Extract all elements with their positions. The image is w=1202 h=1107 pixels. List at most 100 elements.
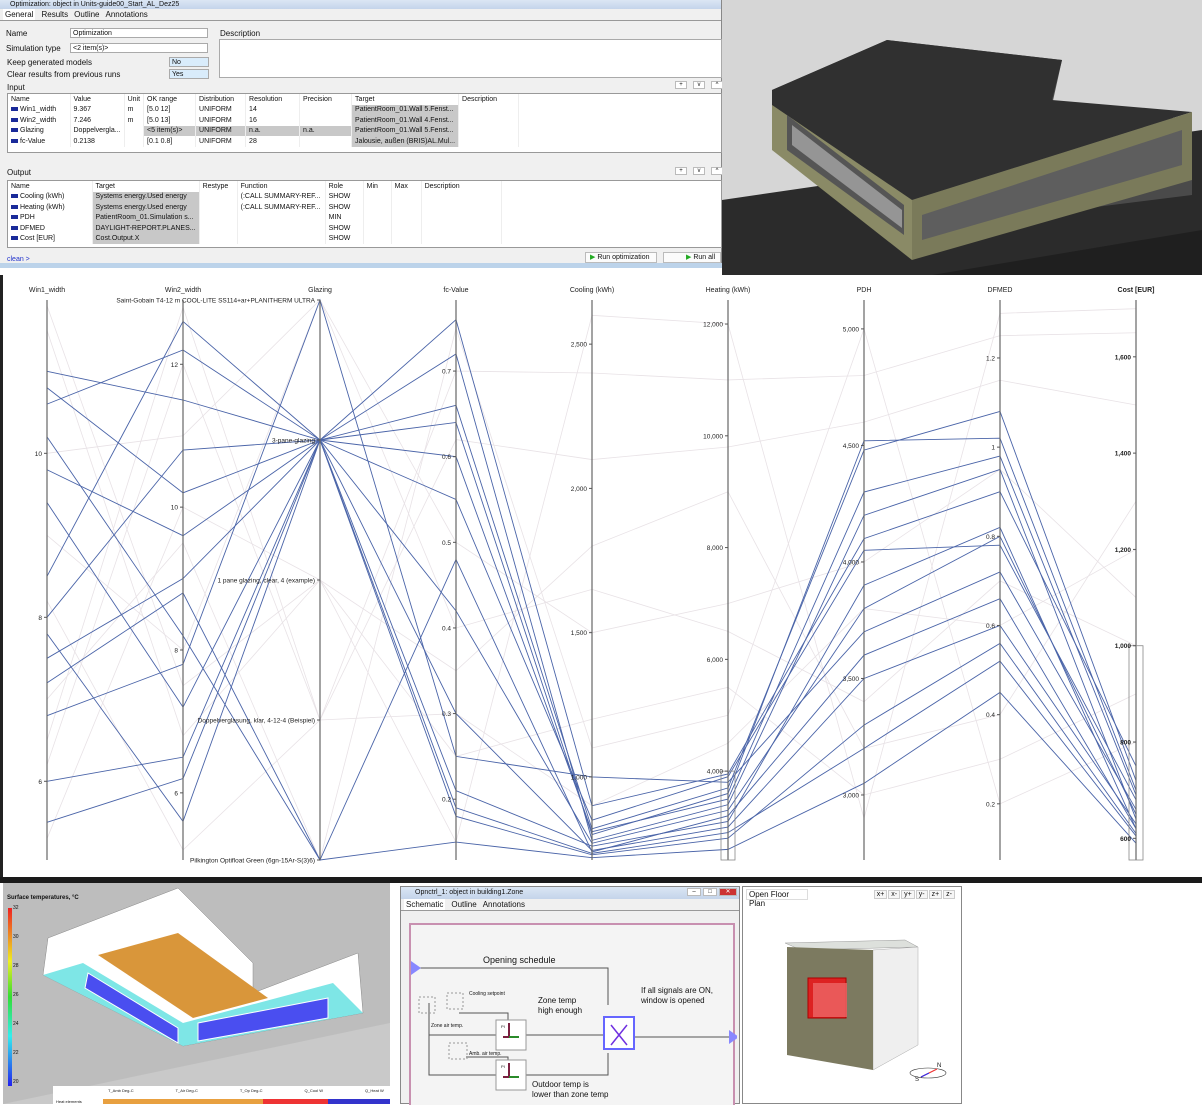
- table-cell[interactable]: (:CALL SUMMARY-REF...: [237, 202, 326, 213]
- parallel-coordinates-chart[interactable]: Win1_width 6 8 10 Win2_width 6 8 10 12 Glazing Pil…: [0, 275, 1202, 877]
- table-cell[interactable]: [237, 223, 326, 234]
- column-header[interactable]: Resolution: [245, 94, 301, 105]
- table-cell[interactable]: fc-Value: [8, 136, 71, 147]
- table-row[interactable]: Cost [EUR] Cost.Output.X SHOW: [8, 233, 502, 244]
- table-cell[interactable]: SHOW: [325, 191, 364, 202]
- table-cell[interactable]: 14: [245, 104, 301, 115]
- table-cell[interactable]: [299, 136, 353, 147]
- column-header[interactable]: Distribution: [195, 94, 247, 105]
- table-cell[interactable]: Cooling (kWh): [8, 191, 93, 202]
- table-cell[interactable]: [299, 115, 353, 126]
- table-cell[interactable]: 9.367: [70, 104, 125, 115]
- view-yplus-button[interactable]: y+: [901, 890, 915, 899]
- table-cell[interactable]: [458, 115, 520, 126]
- close-button[interactable]: ✕: [719, 888, 737, 896]
- move-down-input-button[interactable]: v: [693, 81, 705, 89]
- table-cell[interactable]: [199, 202, 238, 213]
- table-cell[interactable]: SHOW: [325, 202, 364, 213]
- table-cell[interactable]: [124, 136, 145, 147]
- maximize-button[interactable]: □: [703, 888, 717, 896]
- view-xminus-button[interactable]: x-: [888, 890, 901, 899]
- table-cell[interactable]: [199, 223, 238, 234]
- column-header[interactable]: Function: [237, 181, 326, 192]
- table-cell[interactable]: [363, 233, 392, 244]
- view-yminus-button[interactable]: y-: [915, 890, 928, 899]
- table-cell[interactable]: [458, 125, 520, 136]
- table-cell[interactable]: m: [124, 115, 145, 126]
- table-cell[interactable]: [237, 233, 326, 244]
- column-header[interactable]: Name: [8, 181, 93, 192]
- simtype-select[interactable]: <2 item(s)>: [70, 43, 208, 53]
- table-cell[interactable]: [421, 212, 502, 223]
- table-cell[interactable]: DAYLIGHT-REPORT.PLANES...: [92, 223, 200, 234]
- table-cell[interactable]: m: [124, 104, 145, 115]
- table-cell[interactable]: [391, 191, 422, 202]
- table-cell[interactable]: 28: [245, 136, 301, 147]
- column-header[interactable]: Description: [421, 181, 502, 192]
- add-input-button[interactable]: +: [675, 81, 687, 89]
- table-cell[interactable]: [199, 191, 238, 202]
- table-cell[interactable]: [5.0 12]: [143, 104, 197, 115]
- table-cell[interactable]: PatientRoom_01.Simulation s...: [92, 212, 200, 223]
- table-cell[interactable]: <5 item(s)>: [143, 125, 197, 136]
- table-cell[interactable]: UNIFORM: [195, 125, 247, 136]
- table-cell[interactable]: (:CALL SUMMARY-REF...: [237, 191, 326, 202]
- table-cell[interactable]: 0.2138: [70, 136, 125, 147]
- clean-link[interactable]: clean >: [7, 256, 30, 263]
- table-cell[interactable]: 16: [245, 115, 301, 126]
- table-cell[interactable]: [363, 212, 392, 223]
- results-column-header[interactable]: Q_Heat W: [365, 1088, 384, 1093]
- view-zminus-button[interactable]: z-: [943, 890, 955, 899]
- table-cell[interactable]: Glazing: [8, 125, 71, 136]
- table-cell[interactable]: [421, 191, 502, 202]
- table-cell[interactable]: [458, 104, 520, 115]
- table-cell[interactable]: Heating (kWh): [8, 202, 93, 213]
- table-cell[interactable]: Jalousie, außen (BRIS)AL.Mul...: [351, 136, 460, 147]
- table-cell[interactable]: [391, 233, 422, 244]
- table-cell[interactable]: Doppelvergla...: [70, 125, 125, 136]
- results-column-header[interactable]: T_Air Deg-C: [175, 1088, 198, 1093]
- table-cell[interactable]: Systems energy.Used energy: [92, 202, 200, 213]
- tab-annotations[interactable]: Annotations: [482, 900, 525, 909]
- table-cell[interactable]: UNIFORM: [195, 115, 247, 126]
- table-cell[interactable]: [124, 125, 145, 136]
- column-header[interactable]: Value: [70, 94, 125, 105]
- results-column-header[interactable]: T_Amb Deg-C: [108, 1088, 134, 1093]
- table-cell[interactable]: [391, 223, 422, 234]
- table-cell[interactable]: PDH: [8, 212, 93, 223]
- tab-outline[interactable]: Outline: [74, 10, 100, 19]
- table-cell[interactable]: [421, 223, 502, 234]
- tab-results[interactable]: Results: [41, 10, 69, 19]
- table-row[interactable]: Win1_width 9.367 m [5.0 12] UNIFORM 14 Patient…: [8, 104, 520, 115]
- table-cell[interactable]: Cost.Output.X: [92, 233, 200, 244]
- table-cell[interactable]: Win1_width: [8, 104, 71, 115]
- table-cell[interactable]: Cost [EUR]: [8, 233, 93, 244]
- column-header[interactable]: Min: [363, 181, 392, 192]
- table-cell[interactable]: n.a.: [245, 125, 301, 136]
- results-column-header[interactable]: T_Op Deg-C: [239, 1088, 263, 1093]
- parallel-coordinates-svg[interactable]: Win1_width 6 8 10 Win2_width 6 8 10 12 Glazing Pil…: [3, 275, 1202, 877]
- table-cell[interactable]: [391, 212, 422, 223]
- view-zplus-button[interactable]: z+: [928, 890, 943, 899]
- run-optimization-button[interactable]: ▶ Run optimization: [585, 252, 657, 263]
- add-output-button[interactable]: +: [675, 167, 687, 175]
- table-cell[interactable]: UNIFORM: [195, 104, 247, 115]
- column-header[interactable]: Description: [458, 94, 520, 105]
- table-cell[interactable]: Systems energy.Used energy: [92, 191, 200, 202]
- table-cell[interactable]: DFMED: [8, 223, 93, 234]
- minimize-button[interactable]: –: [687, 888, 701, 896]
- column-header[interactable]: Target: [92, 181, 200, 192]
- table-cell[interactable]: PatientRoom_01.Wall 5.Fenst...: [351, 125, 460, 136]
- table-cell[interactable]: [0.1 0.8]: [143, 136, 197, 147]
- view-xplus-button[interactable]: x+: [873, 890, 888, 899]
- table-row[interactable]: Cooling (kWh) Systems energy.Used energy (…: [8, 191, 502, 202]
- tab-annotations[interactable]: Annotations: [105, 10, 148, 19]
- table-row[interactable]: Glazing Doppelvergla... <5 item(s)> UNIFORM…: [8, 125, 520, 136]
- table-row[interactable]: PDH PatientRoom_01.Simulation s... MIN: [8, 212, 502, 223]
- column-header[interactable]: Role: [325, 181, 364, 192]
- column-header[interactable]: Target: [351, 94, 460, 105]
- table-cell[interactable]: SHOW: [325, 223, 364, 234]
- table-cell[interactable]: [363, 191, 392, 202]
- table-cell[interactable]: [299, 104, 353, 115]
- column-header[interactable]: Max: [391, 181, 422, 192]
